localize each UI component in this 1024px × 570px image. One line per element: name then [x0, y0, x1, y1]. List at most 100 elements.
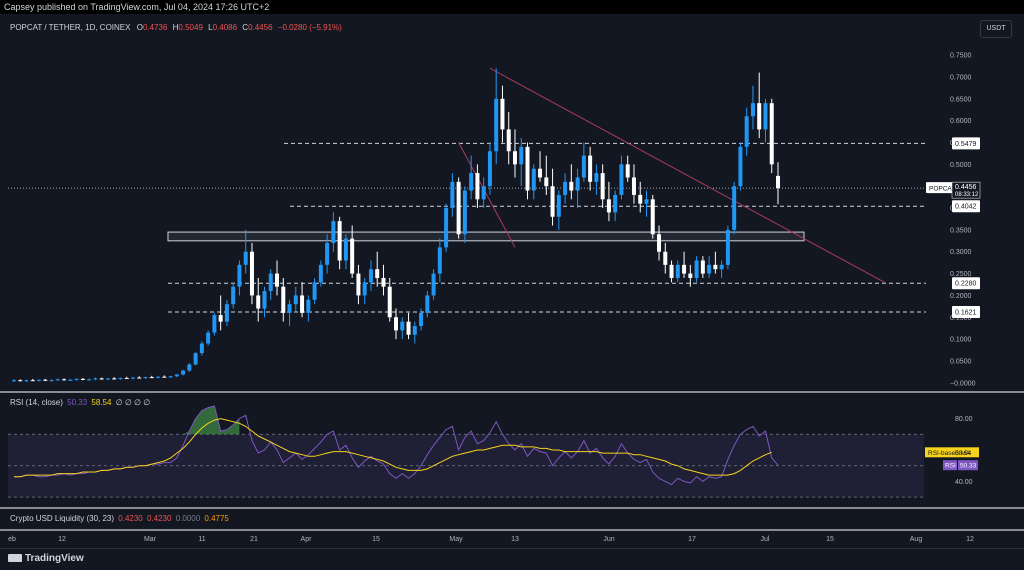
candle-body [68, 379, 73, 381]
liquidity-v4: 0.4775 [204, 514, 229, 523]
candle-body [556, 194, 561, 217]
candle-body [419, 312, 424, 327]
rsi-tick-label: 80.00 [955, 416, 973, 423]
candle-body [243, 251, 248, 265]
candle-body [174, 374, 179, 377]
candle-body [769, 103, 774, 165]
candle-body [663, 251, 668, 265]
ohlc-close: 0.4456 [248, 23, 273, 32]
candle-body [475, 173, 480, 200]
candle-body [406, 321, 411, 335]
candle-body [437, 247, 442, 274]
candle-body [694, 260, 699, 278]
time-tick-label: 17 [688, 536, 696, 543]
rsi-legend-extra: ∅ ∅ ∅ ∅ [115, 398, 151, 407]
liquidity-legend[interactable]: Crypto USD Liquidity (30, 23) 0.4230 0.4… [10, 514, 229, 523]
candle-body [181, 370, 186, 375]
ohlc-c-label: C [242, 23, 249, 32]
candle-body [619, 164, 624, 195]
candle-body [206, 332, 211, 344]
time-tick-label: 13 [511, 536, 519, 543]
level-label: 0.4042 [955, 204, 977, 211]
level-tag [952, 305, 980, 318]
time-tick-label: eb [8, 536, 16, 543]
candle-body [249, 251, 254, 296]
candle-body [650, 199, 655, 235]
currency-button[interactable]: USDT [980, 20, 1012, 38]
candle-body [118, 378, 123, 380]
price-tick-label: 0.7000 [950, 74, 972, 81]
candle-body [199, 343, 204, 354]
candle-body [275, 273, 280, 287]
ohlc-low: 0.4086 [212, 23, 238, 32]
candle-body [343, 238, 348, 261]
candle-body [732, 186, 737, 230]
rsi-tag [958, 460, 978, 471]
liquidity-v2: 0.4230 [146, 514, 172, 523]
candle-body [400, 321, 405, 331]
candle-body [149, 377, 154, 379]
rsi-ma-tag [925, 447, 979, 458]
rsi-legend[interactable]: RSI (14, close) 50.33 58.54 ∅ ∅ ∅ ∅ [10, 398, 150, 407]
candle-body [387, 286, 392, 318]
candle-body [506, 129, 511, 152]
candle-body [143, 377, 148, 379]
candle-body [37, 379, 42, 381]
rsi-name-tag-label: RSI [945, 463, 956, 470]
symbol-legend[interactable]: POPCAT / TETHER, 1D, COINEX O0.4736 H0.5… [10, 23, 342, 32]
candle-body [776, 175, 780, 189]
liquidity-v3: 0.0000 [175, 514, 201, 523]
candle-body [99, 378, 104, 380]
price-tick-label: 0.3500 [950, 227, 972, 234]
rsi-overbought-fill [170, 406, 240, 435]
ohlc-change: −0.0280 (−5.91%) [277, 23, 342, 32]
candle-body [256, 295, 261, 309]
price-tick-label: 0.6500 [950, 96, 972, 103]
candle-body [531, 168, 536, 191]
ohlc-h-label: H [172, 23, 179, 32]
price-tag-value: 0.4456 [955, 184, 977, 191]
candle-body [187, 364, 192, 371]
candle-body [575, 177, 580, 191]
candle-body [588, 155, 593, 182]
candle-body [331, 221, 336, 243]
candle-body [105, 378, 110, 380]
rsi-tag-value: 50.33 [960, 463, 977, 470]
level-tag [952, 137, 980, 150]
candle-body [613, 194, 618, 213]
candle-body [325, 242, 330, 265]
candle-body [444, 208, 449, 248]
candle-body [62, 379, 67, 381]
tradingview-logo[interactable]: TradingView [8, 553, 84, 564]
candle-body [594, 173, 599, 182]
candle-body [394, 317, 398, 331]
ohlc-o-label: O [136, 23, 143, 32]
symbol-name: POPCAT / TETHER, 1D, COINEX [10, 23, 131, 32]
candle-body [675, 264, 680, 278]
candle-body [93, 378, 98, 380]
candle-body [43, 379, 48, 381]
trendline [489, 67, 885, 283]
candle-body [700, 260, 705, 274]
level-label: 0.2280 [955, 281, 977, 288]
time-tick-label: Apr [301, 536, 313, 543]
candle-body [124, 378, 129, 380]
time-tick-label: Aug [910, 536, 923, 543]
candle-body [55, 379, 60, 381]
liquidity-title: Crypto USD Liquidity (30, 23) [10, 514, 115, 523]
candle-body [350, 238, 355, 274]
candle-body [525, 146, 530, 191]
candle-body [318, 264, 323, 283]
level-label: 0.5479 [955, 141, 977, 148]
time-tick-label: 12 [966, 536, 974, 543]
chart-area[interactable]: 0.75000.70000.65000.60000.55000.50000.45… [0, 0, 1024, 548]
candle-body [644, 199, 649, 204]
candle-body [74, 378, 79, 380]
price-tick-label: 0.2000 [950, 293, 972, 300]
candle-body [719, 264, 724, 270]
rsi-ma-tag-value: 58.54 [955, 450, 972, 457]
candle-body [381, 277, 386, 287]
candle-body [287, 304, 292, 313]
level-tag [952, 277, 980, 290]
time-tick-label: 21 [250, 536, 258, 543]
